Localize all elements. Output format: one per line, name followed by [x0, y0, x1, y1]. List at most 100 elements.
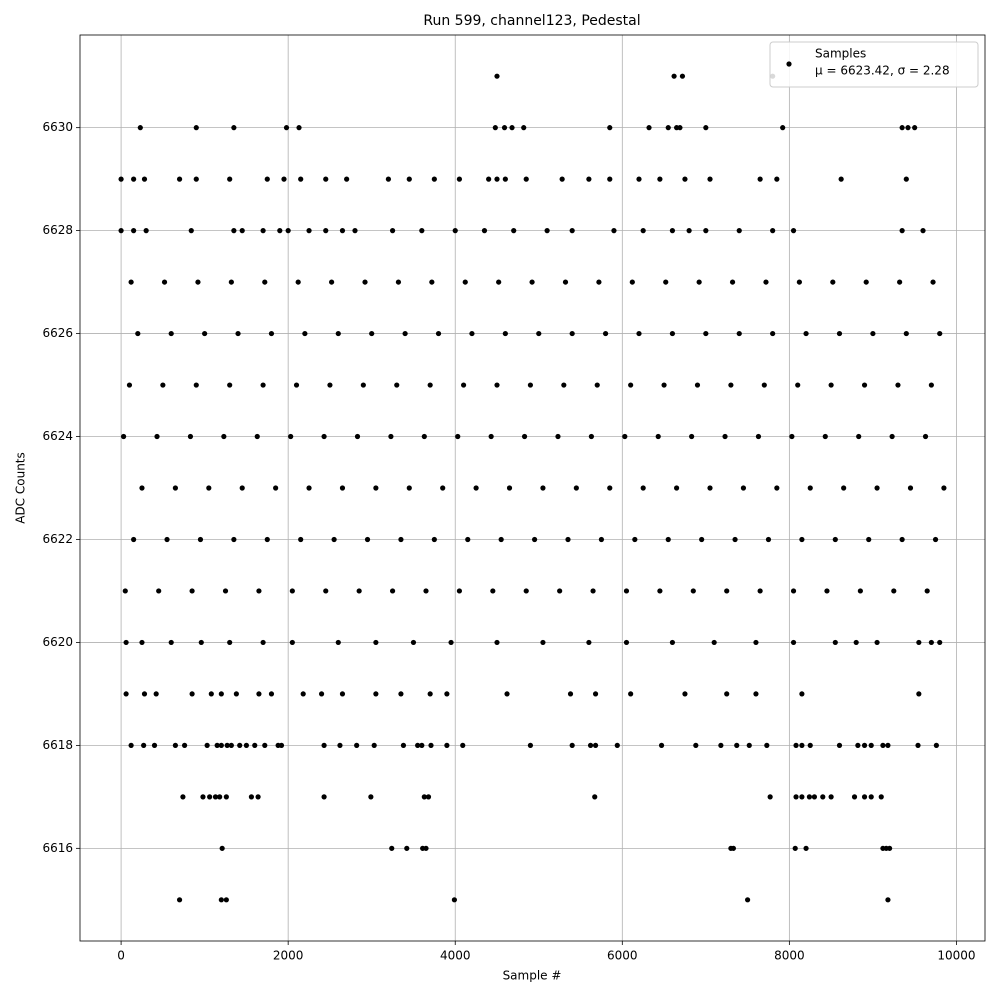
point — [189, 588, 195, 594]
point — [164, 536, 170, 543]
point — [592, 691, 599, 697]
point — [469, 330, 475, 337]
point — [139, 485, 145, 491]
point — [318, 691, 325, 697]
point — [832, 536, 838, 543]
point — [506, 485, 513, 491]
point — [172, 742, 178, 748]
point — [851, 794, 858, 800]
point — [586, 639, 592, 646]
point — [385, 176, 392, 182]
y-tick-label: 6622 — [42, 532, 73, 546]
point — [755, 433, 762, 440]
point — [897, 279, 903, 285]
point — [176, 897, 183, 903]
point — [757, 176, 763, 182]
point — [874, 639, 880, 646]
point — [932, 536, 939, 543]
point — [663, 279, 669, 285]
point — [868, 742, 874, 748]
point — [866, 536, 872, 543]
point — [811, 794, 818, 800]
point — [118, 176, 124, 182]
point — [368, 794, 374, 800]
legend-marker — [786, 61, 792, 67]
point — [905, 125, 911, 131]
point — [703, 125, 709, 131]
point — [596, 279, 602, 285]
point — [677, 125, 683, 131]
point — [189, 691, 195, 697]
point — [693, 742, 699, 748]
point — [527, 742, 534, 748]
point — [277, 228, 283, 234]
point — [592, 742, 599, 748]
point — [455, 433, 461, 440]
point — [640, 485, 646, 491]
point — [764, 742, 770, 748]
point — [323, 588, 329, 594]
point — [828, 382, 834, 388]
point — [321, 794, 327, 800]
point — [352, 228, 358, 234]
point — [790, 588, 797, 594]
point — [658, 742, 665, 748]
point — [298, 176, 304, 182]
point — [300, 691, 306, 697]
point — [736, 330, 742, 337]
point — [223, 897, 229, 903]
point — [389, 228, 396, 234]
point — [435, 330, 442, 337]
point — [740, 485, 747, 491]
point — [494, 382, 500, 388]
point — [803, 330, 809, 337]
point — [235, 330, 241, 337]
point — [523, 176, 529, 182]
point — [504, 691, 510, 697]
point — [131, 228, 137, 234]
point — [488, 433, 494, 440]
point — [335, 639, 341, 646]
point — [202, 330, 208, 337]
point — [561, 382, 567, 388]
point — [395, 279, 402, 285]
point — [126, 382, 133, 388]
point — [288, 433, 294, 440]
point — [462, 279, 468, 285]
point — [425, 794, 432, 800]
point — [452, 228, 458, 234]
point — [256, 588, 262, 594]
point — [903, 330, 909, 337]
point — [431, 176, 437, 182]
point — [227, 382, 233, 388]
point — [718, 742, 724, 748]
point — [141, 691, 148, 697]
point — [930, 279, 936, 285]
point — [256, 691, 262, 697]
legend-box — [769, 41, 979, 88]
point — [861, 382, 868, 388]
point — [400, 742, 407, 748]
point — [807, 742, 813, 748]
point — [730, 845, 736, 851]
point — [260, 382, 266, 388]
point — [233, 691, 239, 697]
point — [323, 228, 329, 234]
point — [870, 330, 876, 337]
point — [915, 742, 921, 748]
point — [131, 536, 137, 543]
point — [830, 279, 836, 285]
point — [456, 176, 463, 182]
point — [770, 330, 776, 337]
point — [724, 691, 730, 697]
point — [671, 73, 677, 79]
y-axis-label: ADC Counts — [14, 452, 28, 524]
point — [774, 176, 780, 182]
point — [135, 330, 141, 337]
point — [540, 639, 546, 646]
point — [369, 330, 375, 337]
point — [237, 742, 243, 748]
point — [736, 228, 742, 234]
point — [187, 433, 194, 440]
point — [168, 330, 174, 337]
